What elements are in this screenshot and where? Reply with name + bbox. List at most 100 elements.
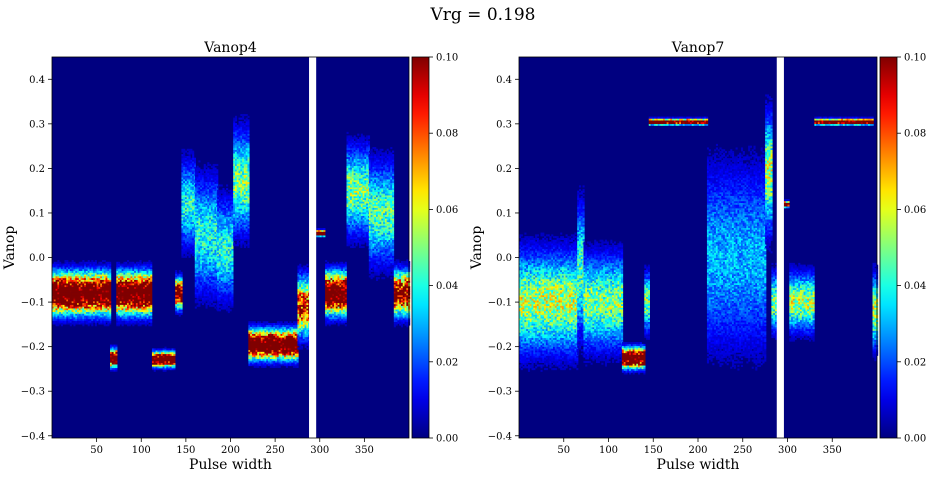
heatmap-cell <box>201 253 205 256</box>
heatmap-cell <box>80 304 83 307</box>
heatmap-cell <box>196 240 199 243</box>
heatmap-cell <box>180 300 183 303</box>
heatmap-cell <box>201 219 205 222</box>
heatmap-cell <box>184 186 188 189</box>
heatmap-cell <box>209 238 212 241</box>
heatmap-cell <box>126 279 130 282</box>
heatmap-cell <box>57 286 60 289</box>
heatmap-cell <box>205 196 208 199</box>
heatmap-cell <box>227 243 230 246</box>
heatmap-cell <box>227 189 230 192</box>
heatmap-cell <box>113 357 116 360</box>
heatmap-cell <box>109 284 112 288</box>
heatmap-cell <box>212 276 215 279</box>
heatmap-cell <box>143 295 146 298</box>
heatmap-cell <box>245 228 248 231</box>
heatmap-cell <box>101 263 105 266</box>
heatmap-segment <box>248 321 299 368</box>
heatmap-cell <box>71 297 74 300</box>
heatmap-cell <box>198 222 201 225</box>
heatmap-cell <box>247 174 250 177</box>
heatmap-cell <box>101 292 105 295</box>
heatmap-cell <box>101 322 105 325</box>
heatmap-cell <box>103 320 106 323</box>
heatmap-cell <box>178 271 181 274</box>
heatmap-cell <box>226 237 229 240</box>
heatmap-cell <box>250 351 253 354</box>
heatmap-cell <box>143 292 146 295</box>
heatmap-cell <box>107 292 110 295</box>
heatmap-cell <box>141 322 144 325</box>
heatmap-cell <box>194 192 197 195</box>
heatmap-cell <box>236 224 239 227</box>
heatmap-cell <box>214 192 217 195</box>
heatmap-cell <box>103 281 106 284</box>
heatmap-cell <box>94 313 97 316</box>
heatmap-cell <box>231 236 234 239</box>
heatmap-cell <box>82 292 85 295</box>
heatmap-cell <box>236 124 239 127</box>
heatmap-cell <box>212 245 215 249</box>
heatmap-cell <box>62 270 65 273</box>
heatmap-cell <box>146 320 149 323</box>
heatmap-cell <box>227 268 230 271</box>
heatmap-cell <box>75 270 78 273</box>
heatmap-cell <box>100 297 103 300</box>
heatmap-cell <box>100 320 103 323</box>
heatmap-cell <box>94 274 97 277</box>
heatmap-cell <box>75 308 78 311</box>
heatmap-cell <box>217 198 220 201</box>
heatmap-cell <box>243 176 246 179</box>
heatmap-cell <box>57 260 60 263</box>
heatmap-cell <box>236 201 239 204</box>
heatmap-cell <box>212 179 215 183</box>
heatmap-cell <box>173 348 176 351</box>
heatmap-cell <box>200 286 203 290</box>
heatmap-cell <box>238 137 241 140</box>
heatmap-cell <box>183 209 186 212</box>
heatmap-cell <box>186 230 189 233</box>
heatmap-cell <box>226 303 229 306</box>
heatmap-cell <box>243 183 246 186</box>
heatmap-cell <box>144 301 147 304</box>
heatmap-cell <box>245 171 248 174</box>
heatmap-cell <box>139 322 142 325</box>
heatmap-cell <box>188 150 191 153</box>
heatmap-cell <box>52 276 55 279</box>
heatmap-cell <box>153 368 156 371</box>
heatmap-cell <box>216 172 219 175</box>
heatmap-cell <box>220 227 223 230</box>
heatmap-cell <box>212 199 215 202</box>
heatmap-cell <box>150 304 153 307</box>
heatmap-cell <box>184 223 188 226</box>
heatmap-cell <box>157 360 160 363</box>
heatmap-cell <box>198 237 201 240</box>
heatmap-cell <box>243 228 246 231</box>
heatmap-cell <box>192 207 195 210</box>
heatmap-cell <box>119 288 122 291</box>
heatmap-cell <box>52 309 55 313</box>
heatmap-cell <box>218 239 221 242</box>
heatmap-cell <box>207 258 210 261</box>
heatmap-cell <box>214 267 217 270</box>
heatmap-cell <box>222 261 225 264</box>
heatmap-cell <box>183 229 186 232</box>
heatmap-cell <box>134 274 137 277</box>
heatmap-cell <box>207 242 210 245</box>
heatmap-cell <box>53 299 56 302</box>
heatmap-cell <box>210 297 213 300</box>
heatmap-cell <box>91 297 94 300</box>
heatmap-cell <box>52 290 55 293</box>
heatmap-cell <box>248 340 251 343</box>
heatmap-cell <box>148 261 151 264</box>
heatmap-cell <box>192 175 195 178</box>
heatmap-cell <box>209 261 212 265</box>
heatmap-cell <box>209 260 212 263</box>
heatmap-cell <box>205 178 208 181</box>
heatmap-cell <box>146 261 149 264</box>
heatmap-cell <box>119 277 122 280</box>
heatmap-cell <box>220 198 223 201</box>
heatmap-cell <box>76 309 80 313</box>
heatmap-cell <box>233 167 236 170</box>
heatmap-cell <box>94 306 97 309</box>
